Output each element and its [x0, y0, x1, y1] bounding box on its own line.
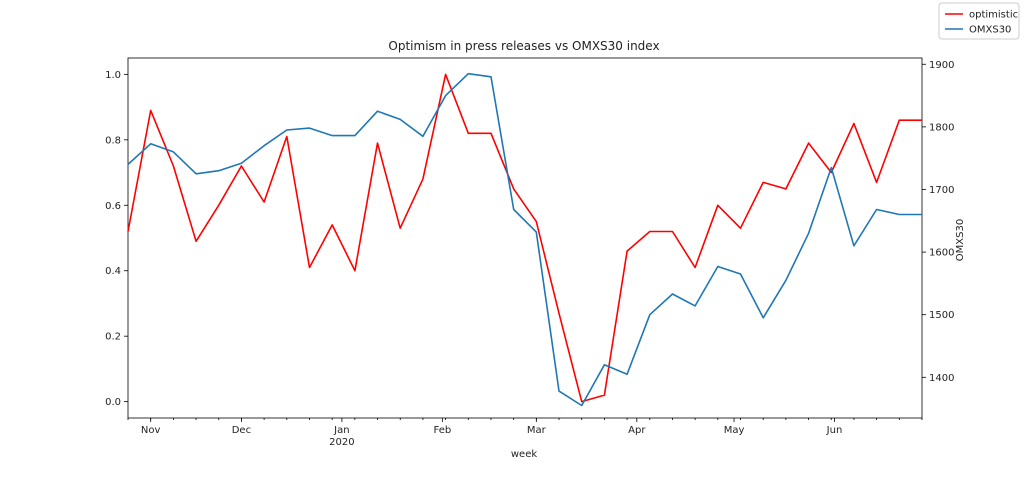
- legend: optimistic OMXS30: [938, 2, 1020, 40]
- x-tick-sublabel: 2020: [329, 437, 354, 448]
- y2-tick-label: 1700: [929, 185, 954, 196]
- legend-label: optimistic: [969, 10, 1018, 21]
- y2-tick-label: 1500: [929, 310, 954, 321]
- x-tick-label: Nov: [141, 425, 161, 436]
- series-line-optimistic: [127, 73, 922, 403]
- x-tick-label: Dec: [232, 425, 251, 436]
- x-tick-label: Apr: [628, 425, 646, 436]
- plot-area: [127, 57, 923, 419]
- chart-title: Optimism in press releases vs OMXS30 ind…: [388, 39, 659, 53]
- plot-frame: [127, 57, 923, 419]
- y2-axis-label: OMXS30: [955, 219, 966, 261]
- x-tick-label: May: [724, 425, 745, 436]
- legend-box: [938, 2, 1020, 40]
- legend-label: OMXS30: [969, 25, 1011, 36]
- y-tick-label: 0.0: [105, 397, 121, 408]
- y-tick-label: 0.6: [105, 201, 121, 212]
- y-tick-label: 0.4: [105, 266, 121, 277]
- series-line-omxs30: [127, 72, 922, 407]
- y-axis-ticks: 0.0 0.2 0.4 0.6 0.8 1.0: [105, 70, 128, 408]
- series-layer: [127, 72, 922, 407]
- y2-tick-label: 1400: [929, 373, 954, 384]
- y2-tick-label: 1900: [929, 60, 954, 71]
- x-axis-label: week: [511, 449, 537, 460]
- y2-tick-label: 1800: [929, 122, 954, 133]
- x-tick-label: Jan: [333, 425, 349, 436]
- y2-axis-ticks: 1400 1500 1600 1700 1800 1900: [922, 60, 954, 384]
- y-tick-label: 1.0: [105, 70, 121, 81]
- y2-tick-label: 1600: [929, 248, 954, 259]
- x-tick-label: Jun: [826, 425, 843, 436]
- x-tick-label: Feb: [433, 425, 451, 436]
- y-tick-label: 0.8: [105, 135, 121, 146]
- y-tick-label: 0.2: [105, 332, 121, 343]
- x-tick-label: Mar: [527, 425, 547, 436]
